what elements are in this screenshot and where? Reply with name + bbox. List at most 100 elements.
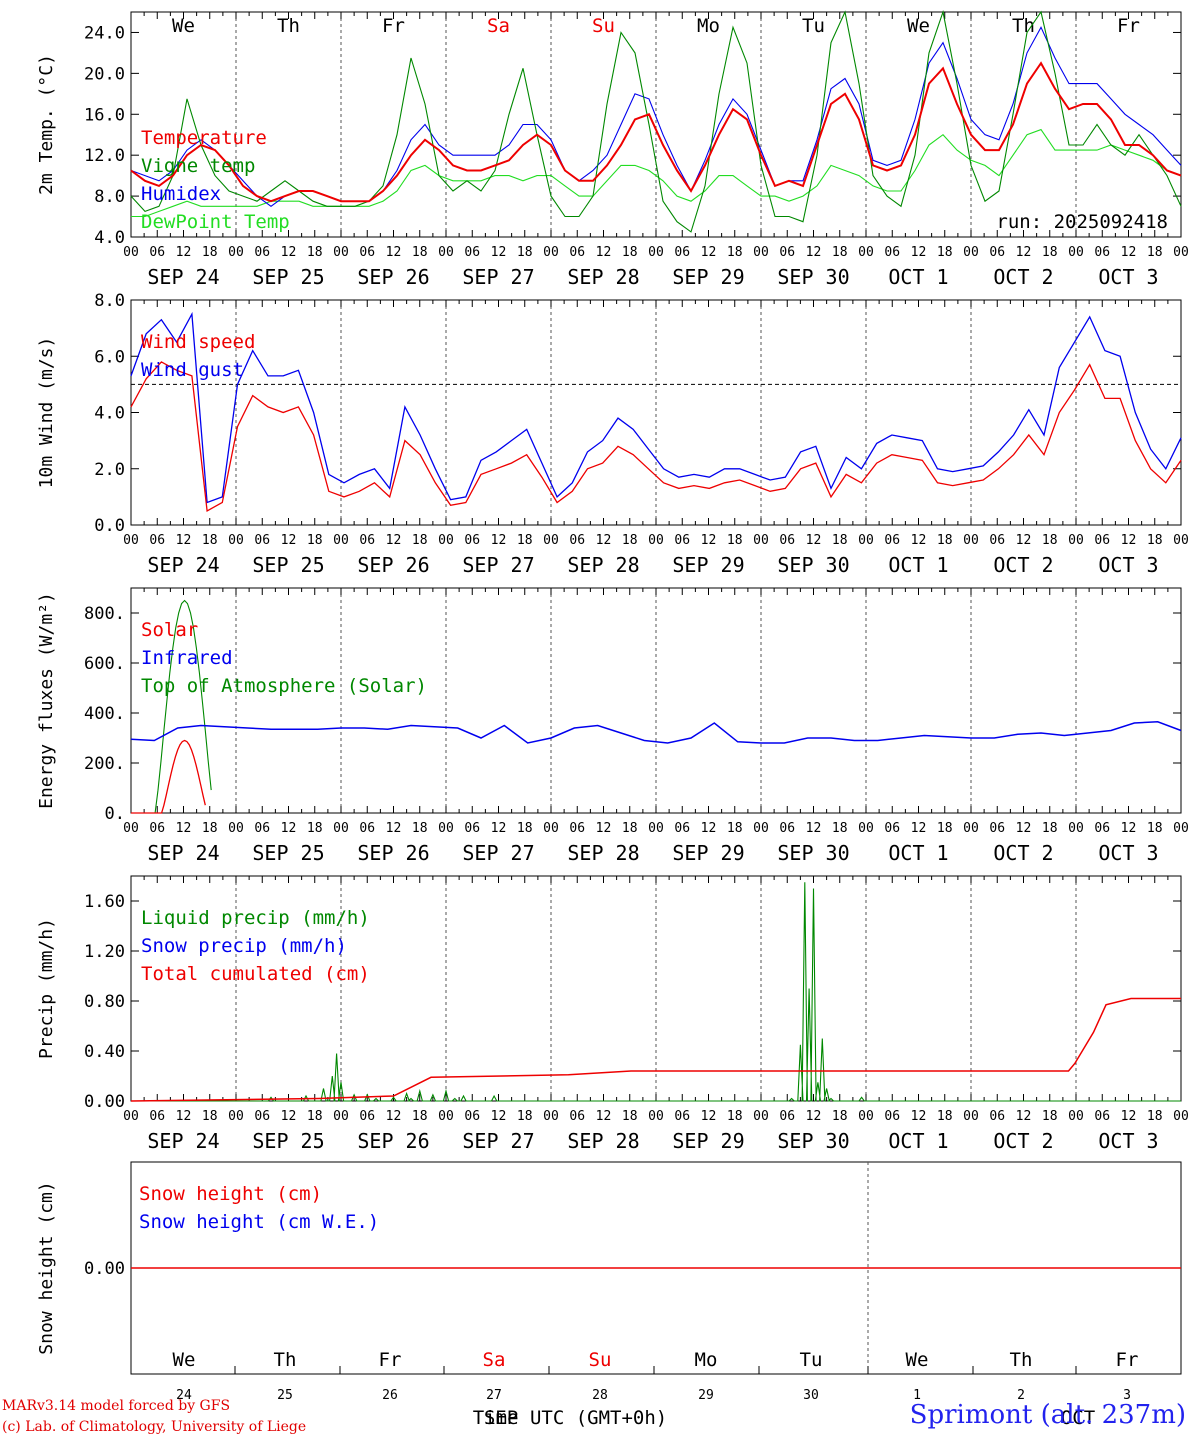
hour-tick-label: 00 xyxy=(753,1109,769,1124)
hour-tick-label: 12 xyxy=(806,1109,822,1124)
y-tick-label: 200. xyxy=(84,754,125,774)
hour-tick-label: 00 xyxy=(1068,1109,1084,1124)
hour-tick-label: 06 xyxy=(464,245,480,260)
hour-tick-label: 12 xyxy=(491,821,507,836)
hour-tick-label: 18 xyxy=(517,821,533,836)
hour-tick-label: 06 xyxy=(254,533,270,548)
hour-tick-label: 18 xyxy=(307,245,323,260)
day-number-label: 26 xyxy=(382,1388,398,1403)
hour-tick-label: 18 xyxy=(412,1109,428,1124)
series-dewpoint-temp xyxy=(131,128,1182,218)
series-solar xyxy=(131,739,206,814)
panel-frame-0 xyxy=(130,11,1182,238)
hour-tick-label: 18 xyxy=(412,821,428,836)
hour-tick-label: 00 xyxy=(543,533,559,548)
legend-infrared: Infrared xyxy=(141,647,233,669)
hour-tick-label: 18 xyxy=(202,1109,218,1124)
date-label: SEP 24 xyxy=(147,265,219,289)
month-label-oct: OCT xyxy=(1061,1407,1095,1429)
date-label: OCT 2 xyxy=(993,265,1053,289)
hour-tick-label: 12 xyxy=(596,245,612,260)
hour-tick-label: 12 xyxy=(491,1109,507,1124)
date-label: SEP 25 xyxy=(252,553,324,577)
hour-tick-label: 12 xyxy=(911,245,927,260)
hour-tick-label: 06 xyxy=(464,533,480,548)
hour-tick-label: 18 xyxy=(1042,1109,1058,1124)
hour-tick-label: 06 xyxy=(569,245,585,260)
hour-tick-label: 06 xyxy=(674,1109,690,1124)
hour-tick-label: 06 xyxy=(779,1109,795,1124)
date-label: SEP 29 xyxy=(672,265,744,289)
hour-tick-label: 06 xyxy=(884,821,900,836)
weekday-label: Sa xyxy=(487,15,510,37)
hour-tick-label: 12 xyxy=(1121,821,1137,836)
date-label: OCT 1 xyxy=(888,1129,948,1153)
hour-tick-label: 06 xyxy=(569,533,585,548)
weekday-label: We xyxy=(173,1349,196,1371)
legend-dewpoint-temp: DewPoint Temp xyxy=(141,211,290,233)
weekday-label: Sa xyxy=(483,1349,506,1371)
hour-tick-label: 00 xyxy=(858,533,874,548)
y-axis-label: 2m Temp. (°C) xyxy=(36,54,57,195)
day-number-label: 24 xyxy=(176,1388,192,1403)
series-wind-speed xyxy=(130,361,1182,512)
hour-tick-label: 18 xyxy=(622,821,638,836)
date-label: SEP 30 xyxy=(777,841,849,865)
series-infrared xyxy=(130,721,1182,744)
hour-tick-label: 00 xyxy=(1068,533,1084,548)
hour-tick-label: 00 xyxy=(963,533,979,548)
credit-model: MARv3.14 model forced by GFS xyxy=(2,1398,231,1414)
hour-tick-label: 18 xyxy=(517,1109,533,1124)
hour-tick-label: 12 xyxy=(1121,533,1137,548)
hour-tick-label: 06 xyxy=(674,821,690,836)
run-label: run: 2025092418 xyxy=(996,211,1168,233)
hour-tick-label: 06 xyxy=(359,245,375,260)
weekday-label: Mo xyxy=(697,15,720,37)
hour-tick-label: 06 xyxy=(359,533,375,548)
hour-tick-label: 00 xyxy=(228,533,244,548)
date-label: SEP 30 xyxy=(777,265,849,289)
hour-tick-label: 12 xyxy=(281,245,297,260)
y-tick-label: 0. xyxy=(105,804,125,824)
hour-tick-label: 06 xyxy=(989,533,1005,548)
hour-tick-label: 06 xyxy=(884,1109,900,1124)
hour-tick-label: 18 xyxy=(622,245,638,260)
date-label: SEP 27 xyxy=(462,1129,534,1153)
hour-tick-label: 18 xyxy=(412,533,428,548)
hour-tick-label: 06 xyxy=(254,245,270,260)
hour-tick-label: 18 xyxy=(1042,245,1058,260)
hour-tick-label: 18 xyxy=(307,533,323,548)
date-label: OCT 2 xyxy=(993,1129,1053,1153)
weekday-label: Su xyxy=(592,15,615,37)
hour-tick-label: 12 xyxy=(281,533,297,548)
hour-tick-label: 06 xyxy=(989,245,1005,260)
credit-lab: (c) Lab. of Climatology, University of L… xyxy=(2,1419,307,1435)
hour-tick-label: 00 xyxy=(1068,245,1084,260)
legend-solar: Solar xyxy=(141,619,198,641)
date-label: SEP 27 xyxy=(462,553,534,577)
hour-tick-label: 18 xyxy=(307,1109,323,1124)
hour-tick-label: 12 xyxy=(1016,245,1032,260)
hour-tick-label: 12 xyxy=(281,821,297,836)
date-label: SEP 30 xyxy=(777,553,849,577)
y-tick-label: 24.0 xyxy=(84,23,125,43)
hour-tick-label: 06 xyxy=(1094,821,1110,836)
y-axis-label: Energy fluxes (W/m²) xyxy=(36,592,57,809)
weekday-label: Th xyxy=(1012,15,1035,37)
hour-tick-label: 18 xyxy=(1147,821,1163,836)
hour-tick-label: 00 xyxy=(228,1109,244,1124)
hour-tick-label: 18 xyxy=(622,1109,638,1124)
hour-tick-label: 00 xyxy=(858,1109,874,1124)
hour-tick-label: 00 xyxy=(753,821,769,836)
hour-tick-label: 00 xyxy=(543,821,559,836)
hour-tick-label: 18 xyxy=(1042,533,1058,548)
weekday-label: Fr xyxy=(1117,15,1140,37)
legend-top-of-atmosphere-solar-: Top of Atmosphere (Solar) xyxy=(141,675,427,697)
hour-tick-label: 06 xyxy=(674,245,690,260)
y-tick-label: 0.00 xyxy=(84,1259,125,1279)
hour-tick-label: 00 xyxy=(1068,821,1084,836)
y-tick-label: 0.00 xyxy=(84,1092,125,1112)
hour-tick-label: 06 xyxy=(1094,245,1110,260)
weekday-label: Mo xyxy=(695,1349,718,1371)
